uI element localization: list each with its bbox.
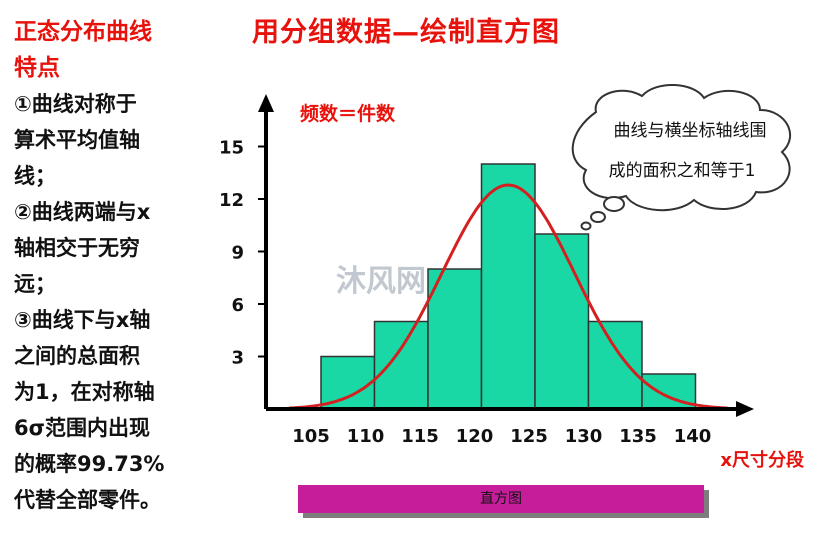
bubble-dot-1: [603, 196, 625, 212]
histogram-bar-3: [427, 268, 483, 410]
annotation-line-1: 曲线与横坐标轴线围: [614, 121, 767, 141]
x-tick-label-105: 105: [292, 426, 330, 447]
y-axis-arrow-icon: [258, 94, 274, 112]
note-line-12: 代替全部零件。: [14, 488, 161, 512]
histogram-bar-6: [587, 320, 643, 410]
normal-curve: [288, 183, 728, 410]
side-title: 正态分布曲线 特点: [14, 14, 204, 86]
x-tick-label-140: 140: [674, 426, 712, 447]
note-line-8: 之间的总面积: [14, 344, 140, 368]
thought-bubble: 曲线与横坐标轴线围 成的面积之和等于1: [571, 83, 792, 231]
side-title-line-1: 正态分布曲线: [14, 19, 152, 45]
watermark: 沐风网: [336, 264, 426, 299]
histogram-bar-4: [480, 163, 536, 410]
caption-bar: 直方图: [298, 485, 704, 513]
annotation-line-2: 成的面积之和等于1: [609, 161, 756, 181]
x-axis-label: x尺寸分段: [720, 449, 805, 471]
histogram-bars: [320, 163, 697, 410]
y-axis-label: 频数＝件数: [300, 102, 396, 125]
y-tick-label-12: 12: [219, 190, 244, 211]
axes: [258, 94, 754, 417]
bubble-dot-2: [590, 211, 606, 223]
note-line-9: 为1，在对称轴: [14, 380, 155, 404]
y-ticks: 3 6 9 12 15: [219, 138, 266, 369]
note-line-3: 线；: [14, 164, 56, 188]
side-title-line-2: 特点: [14, 55, 60, 81]
x-tick-label-125: 125: [510, 426, 548, 447]
note-line-1: ①曲线对称于: [14, 92, 137, 116]
x-tick-label-115: 115: [401, 426, 439, 447]
histogram-bar-1: [320, 355, 376, 410]
note-line-2: 算术平均值轴: [14, 128, 140, 152]
x-tick-label-135: 135: [619, 426, 657, 447]
note-line-11: 的概率99.73%: [14, 452, 165, 476]
thought-bubble-cloud: [571, 83, 792, 212]
x-axis-arrow-icon: [736, 401, 754, 417]
y-tick-label-9: 9: [231, 243, 244, 264]
note-line-4: ②曲线两端与x: [14, 200, 151, 224]
x-tick-label-130: 130: [565, 426, 603, 447]
main-title: 用分组数据—绘制直方图: [252, 17, 560, 48]
note-line-7: ③曲线下与x轴: [14, 308, 151, 332]
y-tick-label-15: 15: [219, 138, 244, 159]
y-tick-label-6: 6: [231, 295, 244, 316]
x-tick-label-110: 110: [347, 426, 385, 447]
bubble-dot-3: [580, 221, 592, 231]
note-line-10: 6σ范围内出现: [14, 416, 150, 440]
note-line-5: 轴相交于无穷: [14, 236, 140, 260]
histogram-bar-2: [373, 320, 429, 410]
x-ticks: 105 110 115 120 125 130 135 140: [292, 426, 711, 447]
x-tick-label-120: 120: [456, 426, 494, 447]
y-tick-label-3: 3: [231, 348, 244, 369]
histogram-bar-5: [534, 233, 590, 410]
side-notes: ①曲线对称于 算术平均值轴 线； ②曲线两端与x 轴相交于无穷 远； ③曲线下与…: [14, 86, 210, 518]
note-line-6: 远；: [14, 272, 56, 296]
